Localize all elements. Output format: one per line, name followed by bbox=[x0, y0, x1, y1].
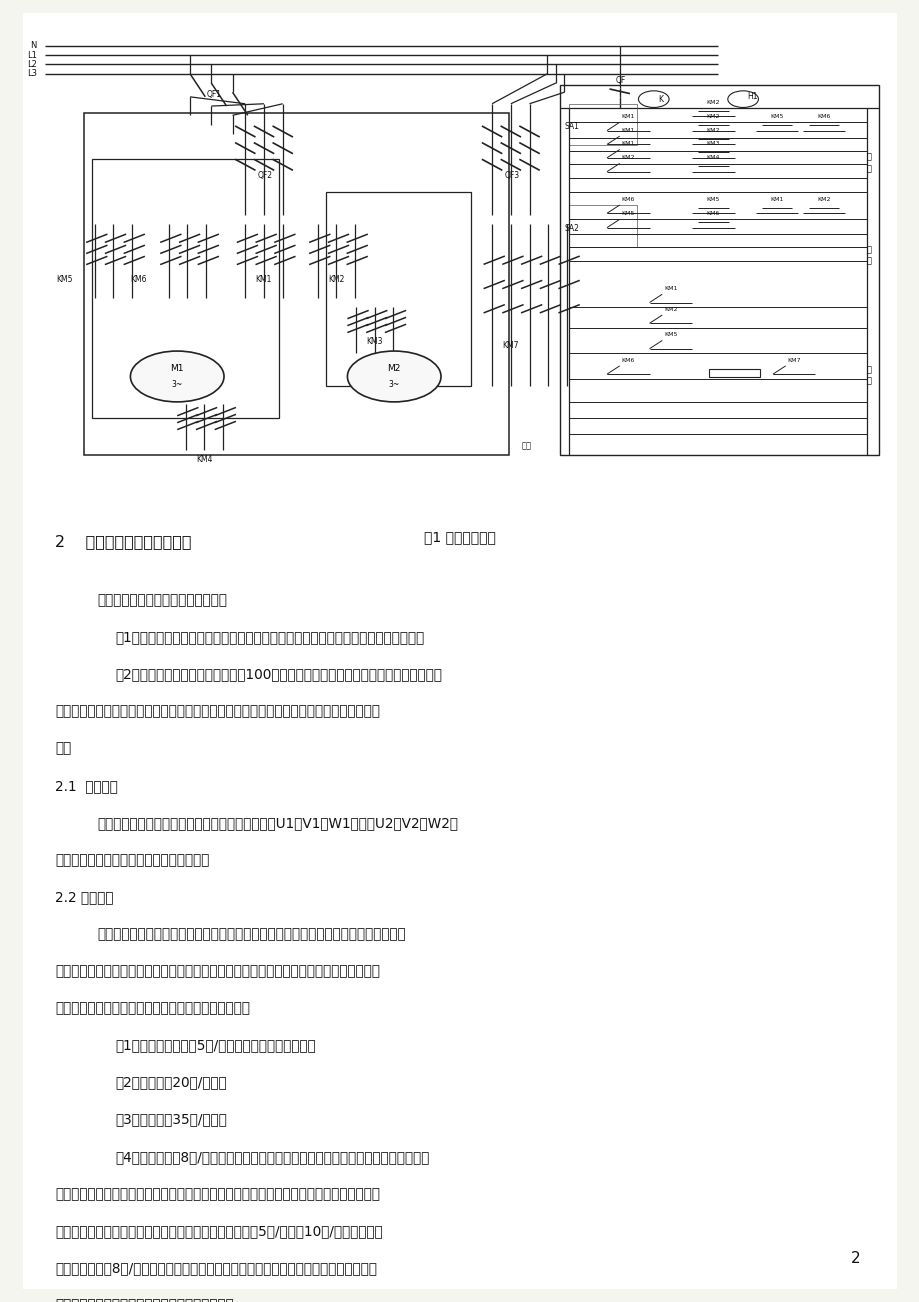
Text: 可，一人控制两台车的单独、联合运行。台车在运行时会有几种不同的速度，应单独设置。: 可，一人控制两台车的单独、联合运行。台车在运行时会有几种不同的速度，应单独设置。 bbox=[55, 965, 380, 978]
Text: KM6: KM6 bbox=[816, 115, 830, 120]
Text: L1: L1 bbox=[27, 51, 37, 60]
Text: 3~: 3~ bbox=[172, 380, 183, 389]
Text: 并且各用一个专用控制按钮控制。现设计为四种速度：: 并且各用一个专用控制按钮控制。现设计为四种速度： bbox=[55, 1001, 250, 1016]
Ellipse shape bbox=[347, 352, 440, 402]
Text: 速: 速 bbox=[866, 164, 870, 173]
Text: （1）架桥机行车速度5米/分钟；与架桥机配合送梁。: （1）架桥机行车速度5米/分钟；与架桥机配合送梁。 bbox=[115, 1039, 315, 1052]
Text: H1: H1 bbox=[746, 92, 757, 102]
Text: 2: 2 bbox=[850, 1250, 859, 1266]
Text: KM1: KM1 bbox=[255, 275, 272, 284]
Text: N: N bbox=[30, 42, 37, 51]
Text: KM7: KM7 bbox=[502, 341, 518, 350]
Text: KM6: KM6 bbox=[621, 358, 634, 363]
Text: 在设计控制方式时，本着两个原则：: 在设计控制方式时，本着两个原则： bbox=[97, 594, 227, 607]
Text: KM5: KM5 bbox=[769, 115, 783, 120]
Text: 快: 快 bbox=[866, 245, 870, 254]
Text: KM6: KM6 bbox=[130, 275, 147, 284]
Text: 速: 速 bbox=[866, 256, 870, 266]
Text: KM4: KM4 bbox=[196, 456, 212, 465]
Ellipse shape bbox=[727, 91, 757, 108]
Ellipse shape bbox=[130, 352, 224, 402]
Text: KM6: KM6 bbox=[706, 211, 720, 216]
Bar bbox=[568, 104, 636, 146]
Text: 制: 制 bbox=[866, 365, 870, 374]
Text: 慢: 慢 bbox=[866, 152, 870, 161]
Text: 论如何也不能和8米/分钟（通常的龙门吊速度）的龙门吊同速运行。为此增设一个龙门吊: 论如何也不能和8米/分钟（通常的龙门吊速度）的龙门吊同速运行。为此增设一个龙门吊 bbox=[55, 1262, 377, 1275]
Bar bbox=[560, 86, 879, 456]
Text: 制动: 制动 bbox=[520, 441, 530, 450]
Text: 图1 台车原电路图: 图1 台车原电路图 bbox=[424, 530, 495, 544]
Text: KM2: KM2 bbox=[706, 100, 720, 105]
Text: L2: L2 bbox=[27, 60, 37, 69]
Text: KM5: KM5 bbox=[664, 332, 676, 337]
Text: KM7: KM7 bbox=[787, 358, 800, 363]
Text: 事故。所以在设计此线路时充分利用了原电机的电磁抱闸系统与变频器的制动单元和制动电: 事故。所以在设计此线路时充分利用了原电机的电磁抱闸系统与变频器的制动单元和制动电 bbox=[55, 704, 380, 719]
Text: KM5: KM5 bbox=[621, 211, 634, 216]
Bar bbox=[709, 368, 759, 378]
Text: QF1: QF1 bbox=[207, 90, 221, 99]
Text: QF2: QF2 bbox=[257, 172, 273, 181]
Text: 每个台车有两台电机，由一个变频器控制。两个台车之间只须增加一条九芯通信电缆即: 每个台车有两台电机，由一个变频器控制。两个台车之间只须增加一条九芯通信电缆即 bbox=[97, 927, 406, 941]
Text: KM2: KM2 bbox=[664, 307, 676, 312]
Text: KM2: KM2 bbox=[706, 128, 720, 133]
Text: （1）操作简单，运行自动话程度高的原则。因为操作此设备的人员大多由民工操作。: （1）操作简单，运行自动话程度高的原则。因为操作此设备的人员大多由民工操作。 bbox=[115, 630, 424, 644]
Text: KM1: KM1 bbox=[621, 128, 634, 133]
Text: SA1: SA1 bbox=[564, 122, 579, 132]
Bar bbox=[84, 113, 508, 456]
Text: KM1: KM1 bbox=[664, 286, 676, 292]
Text: QF: QF bbox=[615, 76, 625, 85]
Text: （2）工作性能稳定，台车上放置着100吨左右的梁片，若控制不当，容易造成溜车的大: （2）工作性能稳定，台车上放置着100吨左右的梁片，若控制不当，容易造成溜车的大 bbox=[115, 668, 441, 681]
Text: 2.1  绕组联接: 2.1 绕组联接 bbox=[55, 779, 118, 793]
Text: （2）重载速度20米/分钟；: （2）重载速度20米/分钟； bbox=[115, 1075, 226, 1090]
Bar bbox=[92, 159, 279, 418]
Text: 2    运梁台车变频器调速改造: 2 运梁台车变频器调速改造 bbox=[55, 534, 191, 549]
Text: M2: M2 bbox=[387, 363, 401, 372]
Text: KM2: KM2 bbox=[816, 197, 830, 202]
Text: KM1: KM1 bbox=[621, 115, 634, 120]
Text: KM5: KM5 bbox=[56, 275, 73, 284]
Text: 速度档。这四个速度在变频器中采用多段速控制。: 速度档。这四个速度在变频器中采用多段速控制。 bbox=[55, 1298, 233, 1302]
Bar bbox=[568, 206, 636, 247]
Text: （3）空载速度35米/分钟；: （3）空载速度35米/分钟； bbox=[115, 1113, 227, 1126]
Bar bbox=[325, 191, 471, 385]
Text: KM1: KM1 bbox=[769, 197, 783, 202]
Text: 片落在两台车上，只能前龙门吊将梁片落在前台车上，然后由后龙门吊与前台车同速前进，: 片落在两台车上，只能前龙门吊将梁片落在前台车上，然后由后龙门吊与前台车同速前进， bbox=[55, 1187, 380, 1200]
Ellipse shape bbox=[638, 91, 668, 108]
Text: 2.2 速度设置: 2.2 速度设置 bbox=[55, 891, 114, 904]
Text: KM4: KM4 bbox=[706, 155, 720, 160]
Text: K: K bbox=[657, 95, 663, 104]
Text: KM1: KM1 bbox=[621, 142, 634, 147]
Text: 动: 动 bbox=[866, 376, 870, 385]
Text: （4）龙门吊速度8米/分钟；在现场施工中还经常遇到由于龙门吊受地势限制无法将梁: （4）龙门吊速度8米/分钟；在现场施工中还经常遇到由于龙门吊受地势限制无法将梁 bbox=[115, 1150, 429, 1164]
Text: 阻。: 阻。 bbox=[55, 742, 72, 755]
Text: 3~: 3~ bbox=[388, 380, 400, 389]
Text: SA2: SA2 bbox=[564, 224, 579, 233]
Text: 这就必须考虑龙门吊与台车配合喂梁的情况，要是台车以5米/分钟或10米/分钟的速度无: 这就必须考虑龙门吊与台车配合喂梁的情况，要是台车以5米/分钟或10米/分钟的速度… bbox=[55, 1224, 382, 1238]
Text: M1: M1 bbox=[170, 363, 184, 372]
Text: KM6: KM6 bbox=[621, 197, 634, 202]
Text: 电源。使电机绕组始终处于双星联接状态。: 电源。使电机绕组始终处于双星联接状态。 bbox=[55, 853, 210, 867]
Text: QF3: QF3 bbox=[505, 172, 519, 181]
Text: KM2: KM2 bbox=[621, 155, 634, 160]
Text: 现只用双速电机的一组端子。把三角形的三个顶点U1、V1、W1短接。U2、V2、W2接: 现只用双速电机的一组端子。把三角形的三个顶点U1、V1、W1短接。U2、V2、W… bbox=[97, 816, 458, 829]
Text: KM2: KM2 bbox=[327, 275, 344, 284]
Text: KM5: KM5 bbox=[706, 197, 720, 202]
Text: KM2: KM2 bbox=[706, 115, 720, 120]
Text: KM3: KM3 bbox=[366, 337, 382, 346]
Text: KM3: KM3 bbox=[706, 142, 720, 147]
Text: L3: L3 bbox=[27, 69, 37, 78]
